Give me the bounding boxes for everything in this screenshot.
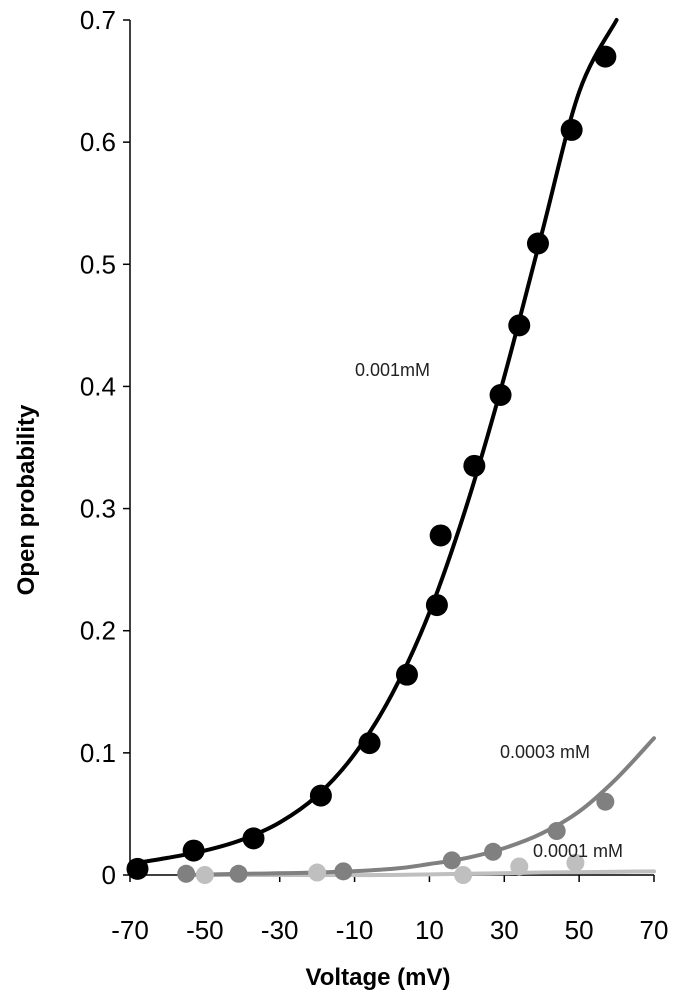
point-0-0001mM (510, 857, 529, 876)
y-tick-label: 0.6 (80, 127, 116, 157)
point-0-0003mM (484, 842, 503, 861)
point-0-0003mM (229, 864, 248, 883)
point-0-0003mM (442, 851, 461, 870)
x-tick-label: 70 (640, 915, 669, 945)
point-0-001mM (358, 732, 381, 755)
x-tick-label: 30 (490, 915, 519, 945)
x-axis-title: Voltage (mV) (306, 964, 451, 991)
point-0-001mM (309, 784, 332, 807)
y-tick-label: 0.7 (80, 5, 116, 35)
point-0-0003mM (177, 864, 196, 883)
series-label-0-0003mM: 0.0003 mM (500, 742, 590, 762)
y-tick-label: 0 (102, 860, 116, 890)
tick-labels: 0 0.1 0.2 0.3 0.4 0.5 0.6 0.7 -70 -50 -30 -10 10 30 50… (80, 5, 669, 945)
point-0-0003mM (596, 792, 615, 811)
x-tick-label: -50 (186, 915, 224, 945)
y-tick-label: 0.3 (80, 494, 116, 524)
point-0-0003mM (547, 822, 566, 841)
point-0-001mM (526, 232, 549, 255)
series-label-0-0001mM: 0.0001 mM (533, 841, 623, 861)
y-tick-label: 0.4 (80, 371, 116, 401)
point-0-001mM (429, 524, 452, 547)
y-tick-label: 0.2 (80, 616, 116, 646)
point-0-001mM (463, 454, 486, 477)
point-0-001mM (594, 45, 617, 68)
point-0-001mM (182, 839, 205, 862)
x-tick-label: 10 (415, 915, 444, 945)
point-0-001mM (508, 314, 531, 337)
point-0-001mM (489, 383, 512, 406)
data-points (126, 45, 617, 884)
x-tick-label: 50 (565, 915, 594, 945)
point-0-0001mM (195, 866, 214, 884)
x-tick-label: -30 (261, 915, 299, 945)
point-0-001mM (242, 827, 265, 850)
point-0-0001mM (566, 853, 585, 872)
point-0-001mM (560, 118, 583, 141)
x-tick-label: -10 (336, 915, 374, 945)
point-0-001mM (126, 857, 149, 880)
point-0-0001mM (308, 863, 327, 882)
y-tick-label: 0.5 (80, 249, 116, 279)
point-0-0001mM (454, 866, 473, 884)
series-label-0-001mM: 0.001mM (355, 360, 430, 380)
y-axis-title: Open probability (13, 404, 40, 595)
y-tick-label: 0.1 (80, 738, 116, 768)
point-0-001mM (395, 663, 418, 686)
point-0-0003mM (334, 862, 353, 881)
x-tick-label: -70 (111, 915, 149, 945)
fit-curve-0-0003mM (184, 736, 656, 877)
point-0-001mM (425, 594, 448, 617)
